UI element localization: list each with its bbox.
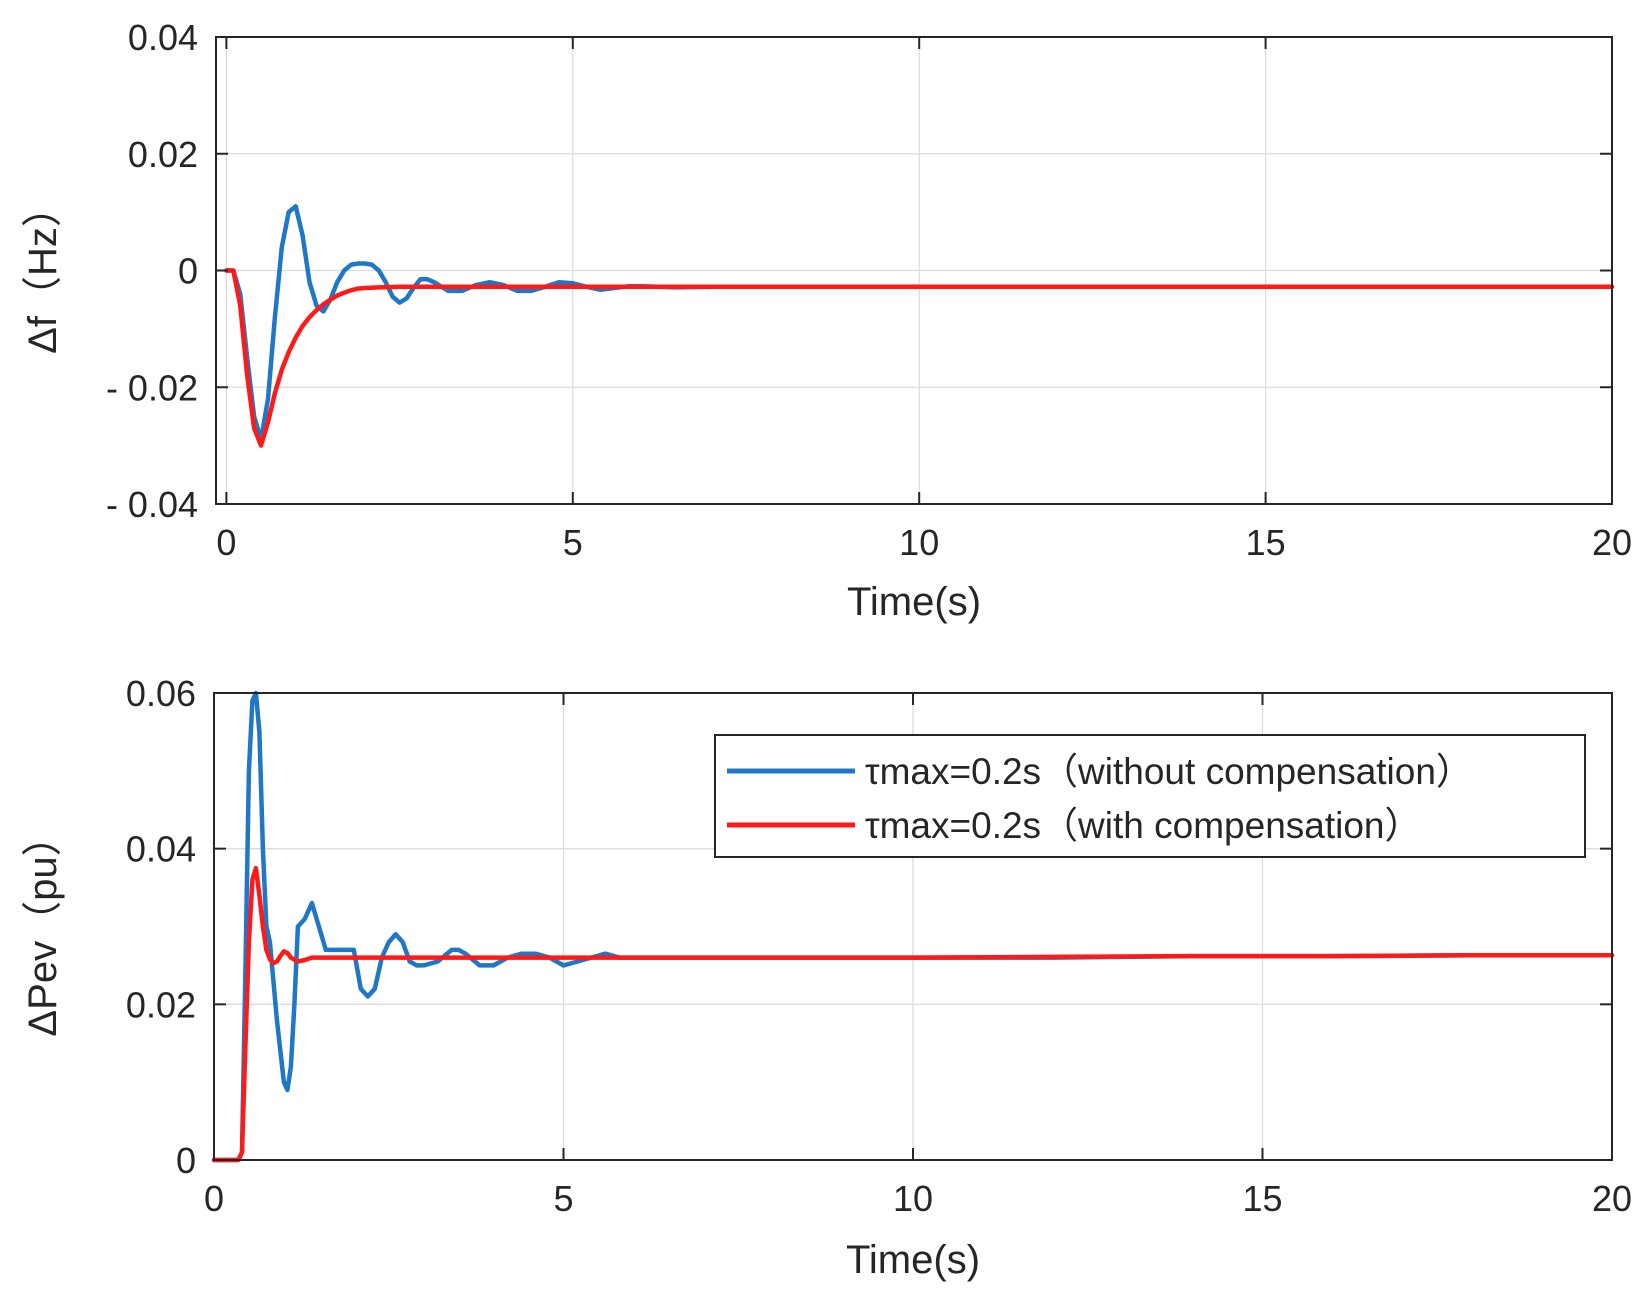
freq-y-tick-label: - 0.04: [106, 484, 198, 525]
freq-x-tick-label: 20: [1592, 522, 1632, 563]
freq-x-tick-label: 0: [216, 522, 236, 563]
freq-x-tick-label: 5: [563, 522, 583, 563]
freq-y-tick-label: - 0.02: [106, 367, 198, 408]
pev-x-axis-label: Time(s): [846, 1238, 980, 1282]
pev-series-line-with-compensation: [211, 865, 1615, 1163]
freq-x-axis-label: Time(s): [847, 580, 981, 624]
freq-y-tick-label: 0.04: [128, 17, 198, 58]
chart-ev-power-deviation: 0 5 10 15 20 0.06 0.04 0.02 0 Time(s) ΔPev（pu） τmax…: [21, 673, 1632, 1282]
legend-box: [714, 734, 1586, 858]
legend-label-without-compensation: τmax=0.2s（without compensation）: [865, 751, 1473, 792]
freq-y-tick-label: 0: [178, 251, 198, 292]
freq-y-axis-label: Δf（Hz）: [21, 187, 65, 354]
pev-x-tick-label: 0: [204, 1178, 224, 1219]
pev-x-tick-label: 5: [553, 1178, 573, 1219]
pev-y-tick-label: 0: [176, 1140, 196, 1181]
pev-y-tick-label: 0.02: [126, 984, 196, 1025]
legend: τmax=0.2s（without compensation） τmax=0.2s…: [714, 734, 1586, 858]
freq-x-tick-label: 10: [899, 522, 939, 563]
pev-x-tick-label: 20: [1592, 1178, 1632, 1219]
freq-series-line-with-compensation: [224, 268, 1615, 448]
freq-x-tick-label: 15: [1246, 522, 1286, 563]
pev-y-tick-label: 0.06: [126, 673, 196, 714]
freq-y-tick-label: 0.02: [128, 134, 198, 175]
chart-frequency-deviation: 0 5 10 15 20 0.04 0.02 0 - 0.02 - 0.04 Time(s) Δf（H…: [21, 17, 1632, 624]
pev-y-axis-label: ΔPev（pu）: [21, 816, 65, 1036]
pev-x-tick-label: 10: [893, 1178, 933, 1219]
legend-label-with-compensation: τmax=0.2s（with compensation）: [865, 805, 1422, 846]
pev-y-tick-label: 0.04: [126, 829, 196, 870]
pev-x-tick-label: 15: [1242, 1178, 1282, 1219]
